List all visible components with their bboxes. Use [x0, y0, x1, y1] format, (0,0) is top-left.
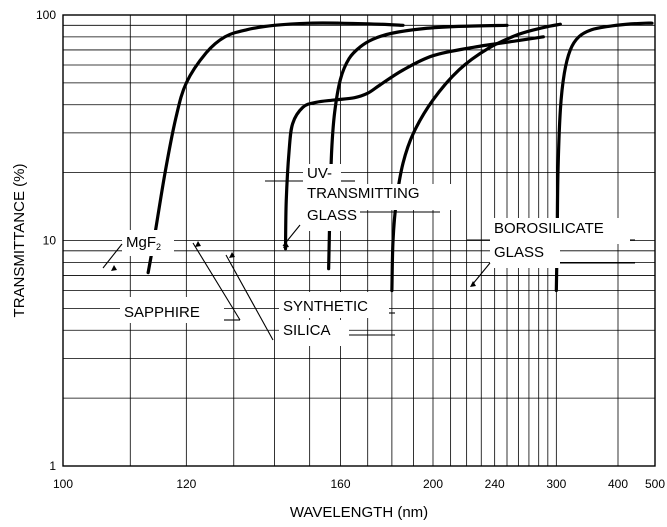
curve-label: SAPPHIRE	[124, 304, 200, 321]
y-tick-label: 10	[43, 234, 57, 248]
x-tick-label: 300	[546, 477, 566, 491]
curve-label: GLASS	[494, 244, 544, 261]
curve-label-background	[120, 297, 224, 323]
curve-label: BOROSILICATE	[494, 220, 604, 237]
leader-line	[471, 262, 491, 286]
x-tick-label: 400	[608, 477, 628, 491]
x-tick-label: 240	[485, 477, 505, 491]
leader-line	[102, 243, 123, 269]
curve-labels: MgF2 SAPPHIRE SYNTHETIC SILICA UV- TRANSMITTI…	[102, 164, 635, 346]
x-tick-label: 200	[423, 477, 443, 491]
curve-label-background	[122, 230, 174, 256]
curve-label: MgF2	[126, 234, 161, 252]
curve-label-background	[303, 205, 363, 231]
curve-mgf2	[146, 21, 405, 275]
arrowhead	[470, 281, 476, 287]
y-tick-label: 100	[36, 8, 56, 22]
curve-sapphire	[283, 35, 545, 251]
curve-borosilicate-glass	[554, 21, 654, 293]
arrowhead	[195, 241, 201, 247]
curves	[146, 21, 654, 293]
arrowhead	[111, 265, 117, 271]
curve-label-background	[490, 218, 630, 244]
x-tick-label: 160	[330, 477, 350, 491]
curve-label: TRANSMITTING	[307, 185, 420, 202]
x-tick-label: 120	[176, 477, 196, 491]
arrowhead	[283, 242, 289, 248]
subscript: 2	[156, 242, 161, 252]
curve-label: GLASS	[307, 207, 357, 224]
y-axis-title: TRANSMITTANCE (%)	[11, 164, 28, 318]
x-tick-label: 500	[645, 477, 665, 491]
curve-label: UV-	[307, 165, 332, 182]
curve-synthetic-silica	[327, 23, 509, 271]
x-axis-title: WAVELENGTH (nm)	[290, 504, 428, 521]
curve-label-background	[490, 242, 560, 268]
curve-label: SYNTHETIC	[283, 298, 368, 315]
leader-line	[225, 254, 274, 341]
x-tick-label: 100	[53, 477, 73, 491]
tick-labels: 100 120 160 200 240 300 400 500 1 10 100	[36, 8, 665, 491]
arrowhead	[229, 252, 235, 258]
plot-frame	[62, 14, 656, 467]
y-tick-label: 1	[49, 459, 56, 473]
leader-line	[192, 242, 241, 321]
curve-label-background	[279, 320, 349, 346]
curve-label-background	[279, 292, 389, 318]
curve-label: SILICA	[283, 322, 331, 339]
